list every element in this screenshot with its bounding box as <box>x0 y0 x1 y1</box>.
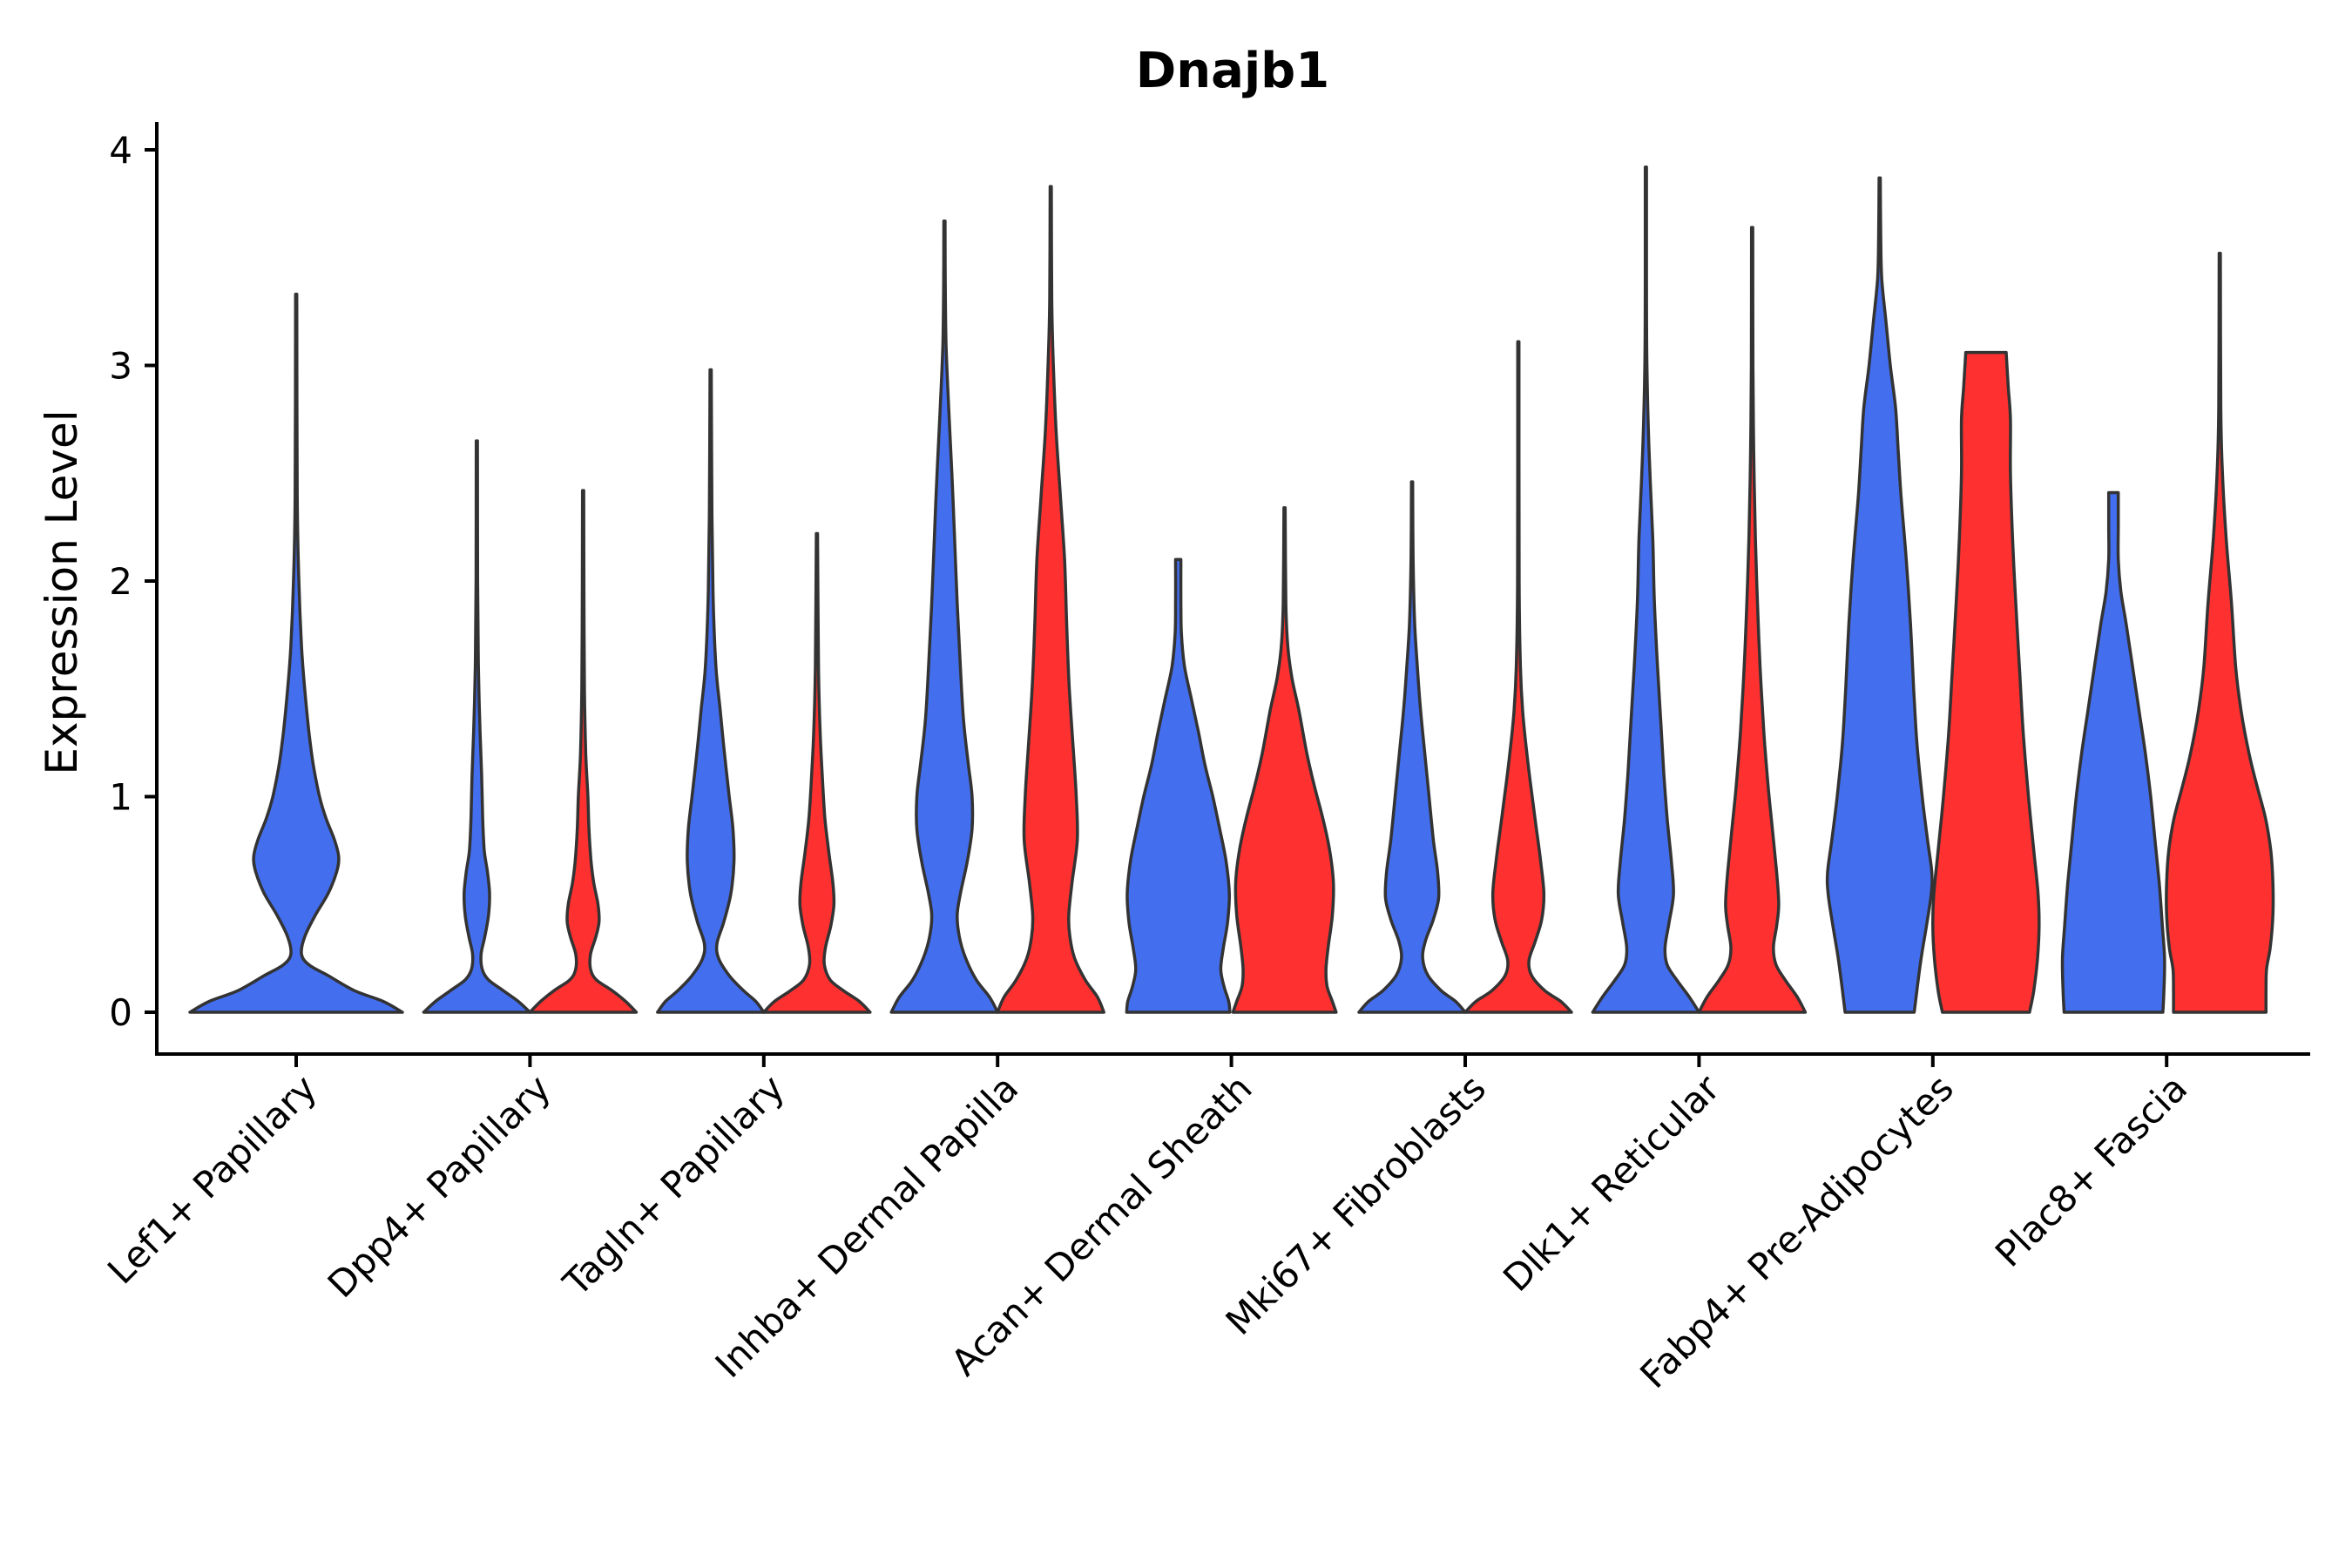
y-tick-label: 1 <box>109 776 132 819</box>
violin-red-4 <box>1231 506 1338 1014</box>
chart-title: Dnajb1 <box>1136 43 1329 99</box>
violin-blue-6 <box>1591 166 1701 1014</box>
violin-blue-3 <box>889 219 999 1014</box>
violin-red-8 <box>2165 252 2275 1014</box>
y-tick-label: 0 <box>109 991 132 1034</box>
y-tick-label: 3 <box>109 345 132 388</box>
violin-red-1 <box>528 489 639 1014</box>
violin-blue-0 <box>188 293 404 1014</box>
y-ticks: 0 1 2 3 4 <box>109 129 157 1034</box>
violin-blue-7 <box>1825 176 1934 1014</box>
violin-blue-5 <box>1357 480 1467 1014</box>
violin-blue-2 <box>656 368 766 1014</box>
violin-blue-1 <box>422 439 532 1014</box>
y-tick-label: 2 <box>109 560 132 603</box>
violin-red-7 <box>1931 350 2041 1014</box>
violin-blue-4 <box>1125 558 1232 1014</box>
violin-red-2 <box>762 531 872 1014</box>
violin-red-5 <box>1463 340 1573 1014</box>
violin-blue-8 <box>2060 490 2166 1014</box>
violin-red-6 <box>1697 226 1808 1014</box>
y-tick-label: 4 <box>109 129 132 172</box>
y-axis-label: Expression Level <box>37 409 87 774</box>
violin-red-3 <box>996 185 1105 1014</box>
violins-layer <box>188 166 2275 1014</box>
